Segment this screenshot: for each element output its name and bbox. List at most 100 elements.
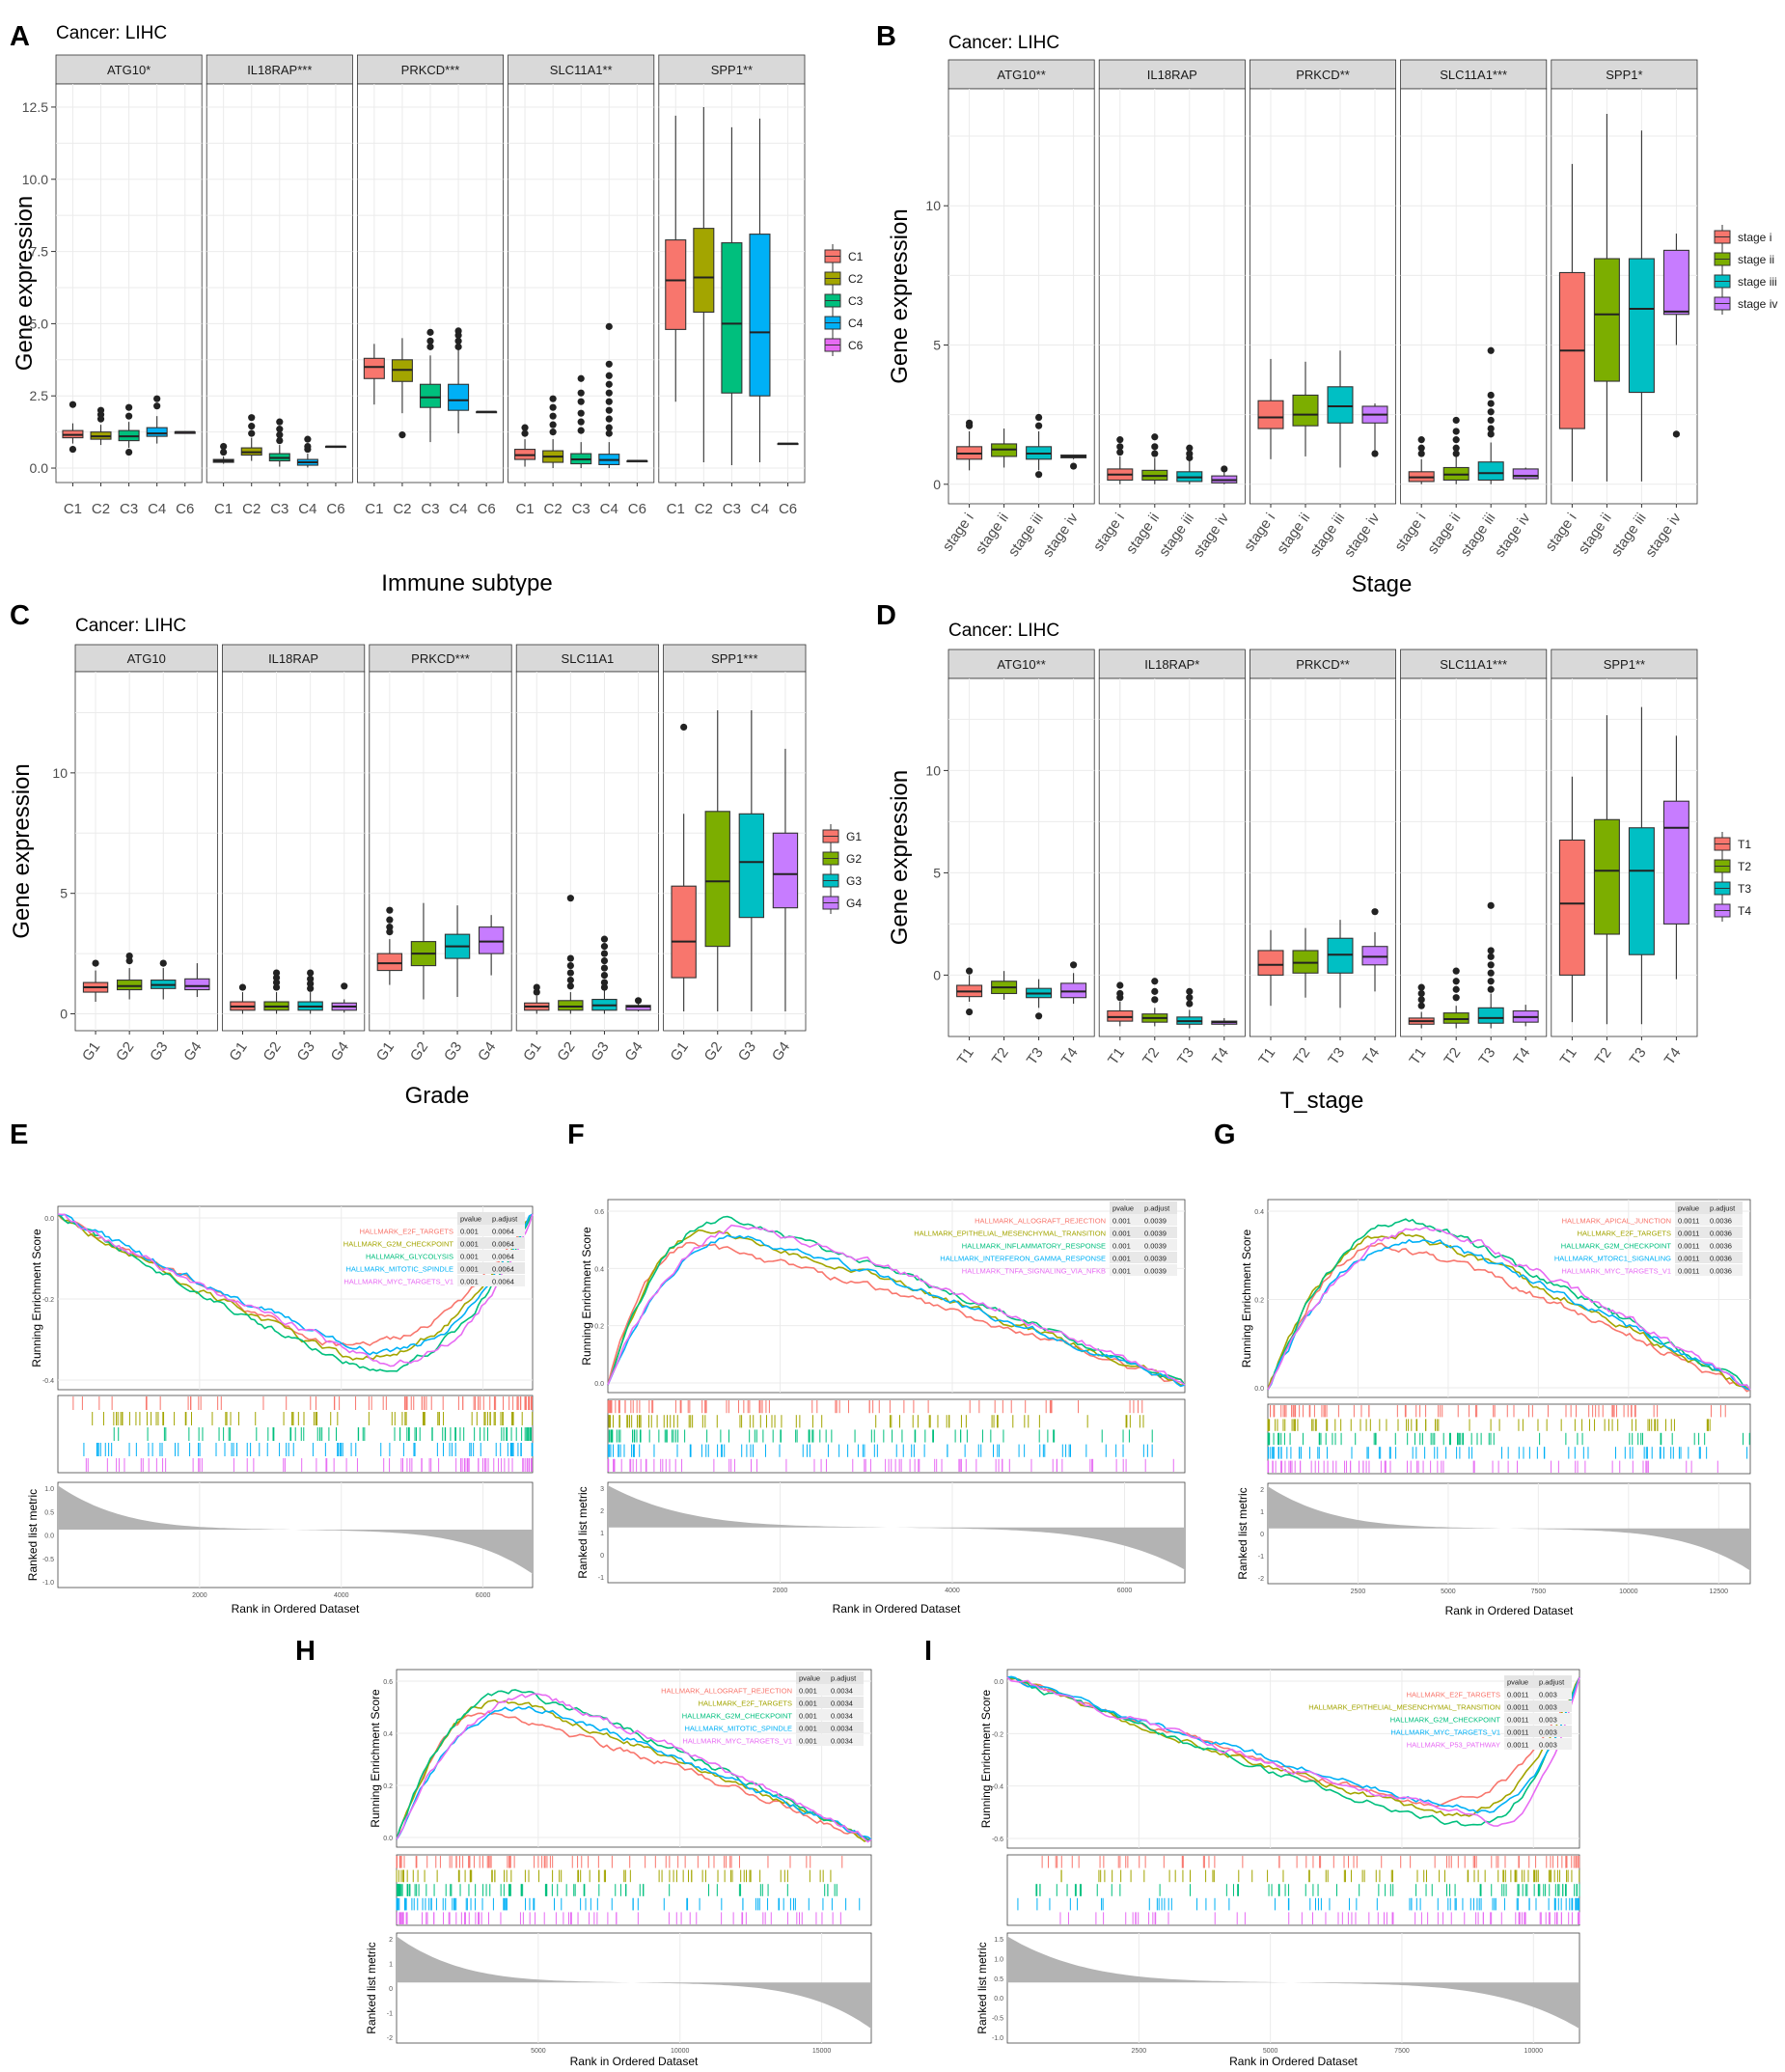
facet-plot-area (1400, 677, 1548, 1037)
facet-3: SLC11A1*** T1 T2 T3 T4 (1400, 649, 1548, 1068)
legend: C1 C2 C3 C4 C6 (824, 244, 864, 356)
y-tick-label: 7.5 (30, 244, 49, 260)
facet-label: SPP1** (1604, 657, 1645, 672)
es-curve-hallmark-e2f-targets (1267, 1231, 1751, 1391)
table-row-bg (1110, 1214, 1177, 1226)
box-outlier (1151, 987, 1159, 995)
table-row-bg (1110, 1252, 1177, 1263)
box-outlier (566, 969, 574, 977)
y-tick-label: 10 (925, 198, 941, 213)
x-tick-label: C6 (176, 501, 194, 517)
x-tick-label: C1 (64, 501, 82, 517)
ranked-metric-area (1007, 1936, 1579, 2030)
box-outlier (304, 435, 312, 443)
box-outlier (966, 967, 974, 975)
y-tick-label: 2 (389, 1937, 393, 1944)
box-outlier (1116, 981, 1124, 989)
box-outlier (577, 418, 585, 426)
box-outlier (1452, 985, 1460, 993)
box-outlier (276, 437, 284, 445)
x-tick-label: C2 (695, 501, 713, 517)
box-outlier (577, 374, 585, 382)
legend-term: HALLMARK_MITOTIC_SPINDLE (684, 1725, 792, 1733)
es-curve-hallmark-mitotic-spindle (57, 1213, 534, 1356)
x-tick-label: G3 (441, 1039, 465, 1064)
x-tick-label: T3 (1325, 1045, 1348, 1068)
box-outlier (125, 956, 133, 965)
x-tick-label: stage iv (1190, 510, 1232, 561)
box-outlier (600, 943, 609, 951)
box-iqr (721, 242, 743, 394)
box-iqr (116, 980, 143, 991)
hit-row-3 (83, 1443, 534, 1456)
x-tick-label: C2 (544, 501, 563, 517)
box-outlier (1487, 953, 1495, 960)
box-iqr (1662, 249, 1689, 316)
box-C3 (118, 403, 140, 456)
table-pvalue: 0.001 (799, 1725, 817, 1733)
table-pvalue: 0.001 (799, 1699, 817, 1708)
box-iqr (1257, 950, 1284, 976)
table-header-padjust: p.adjust (1144, 1204, 1170, 1213)
table-row-bg (1110, 1264, 1177, 1276)
x-tick-label: 4000 (334, 1592, 349, 1599)
table-pvalue: 0.0011 (1507, 1728, 1528, 1737)
box-T3 (1628, 706, 1655, 1025)
y-tick-label: -0.2 (992, 1731, 1003, 1738)
box-outlier (125, 412, 133, 420)
box-outlier (1151, 433, 1159, 441)
legend-term: HALLMARK_MYC_TARGETS_V1 (1561, 1267, 1671, 1276)
box-T3 (1327, 920, 1354, 1008)
y-tick-label: -0.4 (42, 1378, 54, 1385)
table-pvalue: 0.001 (799, 1712, 817, 1721)
box-outlier (1371, 908, 1379, 916)
facet-label: SLC11A1 (562, 651, 615, 666)
facet-4: SPP1** C1 C2 C3 C4 C6 (658, 54, 806, 517)
box-outlier (533, 988, 540, 996)
x-tick-label: C3 (120, 501, 138, 517)
es-curve-hallmark-allograft-rejection (396, 1710, 872, 1840)
x-tick-label: C4 (298, 501, 316, 517)
x-tick-label: G4 (621, 1039, 645, 1064)
table-header-pvalue: pvalue (1507, 1678, 1528, 1687)
es-y-axis-label: Running Enrichment Score (580, 1227, 593, 1366)
ranked-metric-area (608, 1485, 1185, 1570)
table-padjust: 0.0064 (492, 1253, 514, 1261)
table-pvalue: 0.001 (1112, 1217, 1131, 1226)
hit-row-3 (1017, 1897, 1580, 1911)
box-outlier (549, 421, 557, 428)
box-T4 (1060, 961, 1087, 1005)
box-outlier (605, 380, 613, 388)
table-padjust: 0.003 (1539, 1691, 1557, 1699)
box-stage ii (1593, 113, 1620, 482)
table-padjust: 0.003 (1539, 1728, 1557, 1737)
box-G3 (151, 959, 177, 1000)
legend-label: G4 (846, 897, 862, 910)
chart-title: Cancer: LIHC (56, 23, 167, 43)
box-outlier (605, 406, 613, 414)
x-tick-label: C6 (326, 501, 344, 517)
box-iqr (625, 1005, 651, 1011)
table-header-pvalue: pvalue (1678, 1204, 1699, 1213)
x-axis-label: Immune subtype (381, 570, 552, 596)
box-T1 (956, 967, 983, 1016)
box-outlier (966, 422, 974, 429)
table-row-bg (1675, 1214, 1743, 1226)
legend-term: HALLMARK_INTERFERON_GAMMA_RESPONSE (940, 1255, 1106, 1263)
y-tick-label: -0.6 (992, 1837, 1003, 1843)
table-pvalue: 0.001 (1112, 1255, 1131, 1263)
box-outlier (1452, 994, 1460, 1002)
box-outlier (1452, 978, 1460, 985)
table-padjust: 0.0064 (492, 1265, 514, 1274)
box-outlier (1186, 444, 1194, 452)
table-row-bg (796, 1734, 864, 1746)
box-outlier (69, 401, 77, 408)
facet-label: PRKCD** (1296, 657, 1350, 672)
hits-plot-area (1006, 1854, 1580, 1926)
box-outlier (566, 961, 574, 970)
box-stage iv (1211, 465, 1238, 484)
hit-row-4 (1267, 1460, 1718, 1473)
box-outlier (600, 950, 609, 957)
x-axis-label: Rank in Ordered Dataset (570, 2055, 699, 2068)
